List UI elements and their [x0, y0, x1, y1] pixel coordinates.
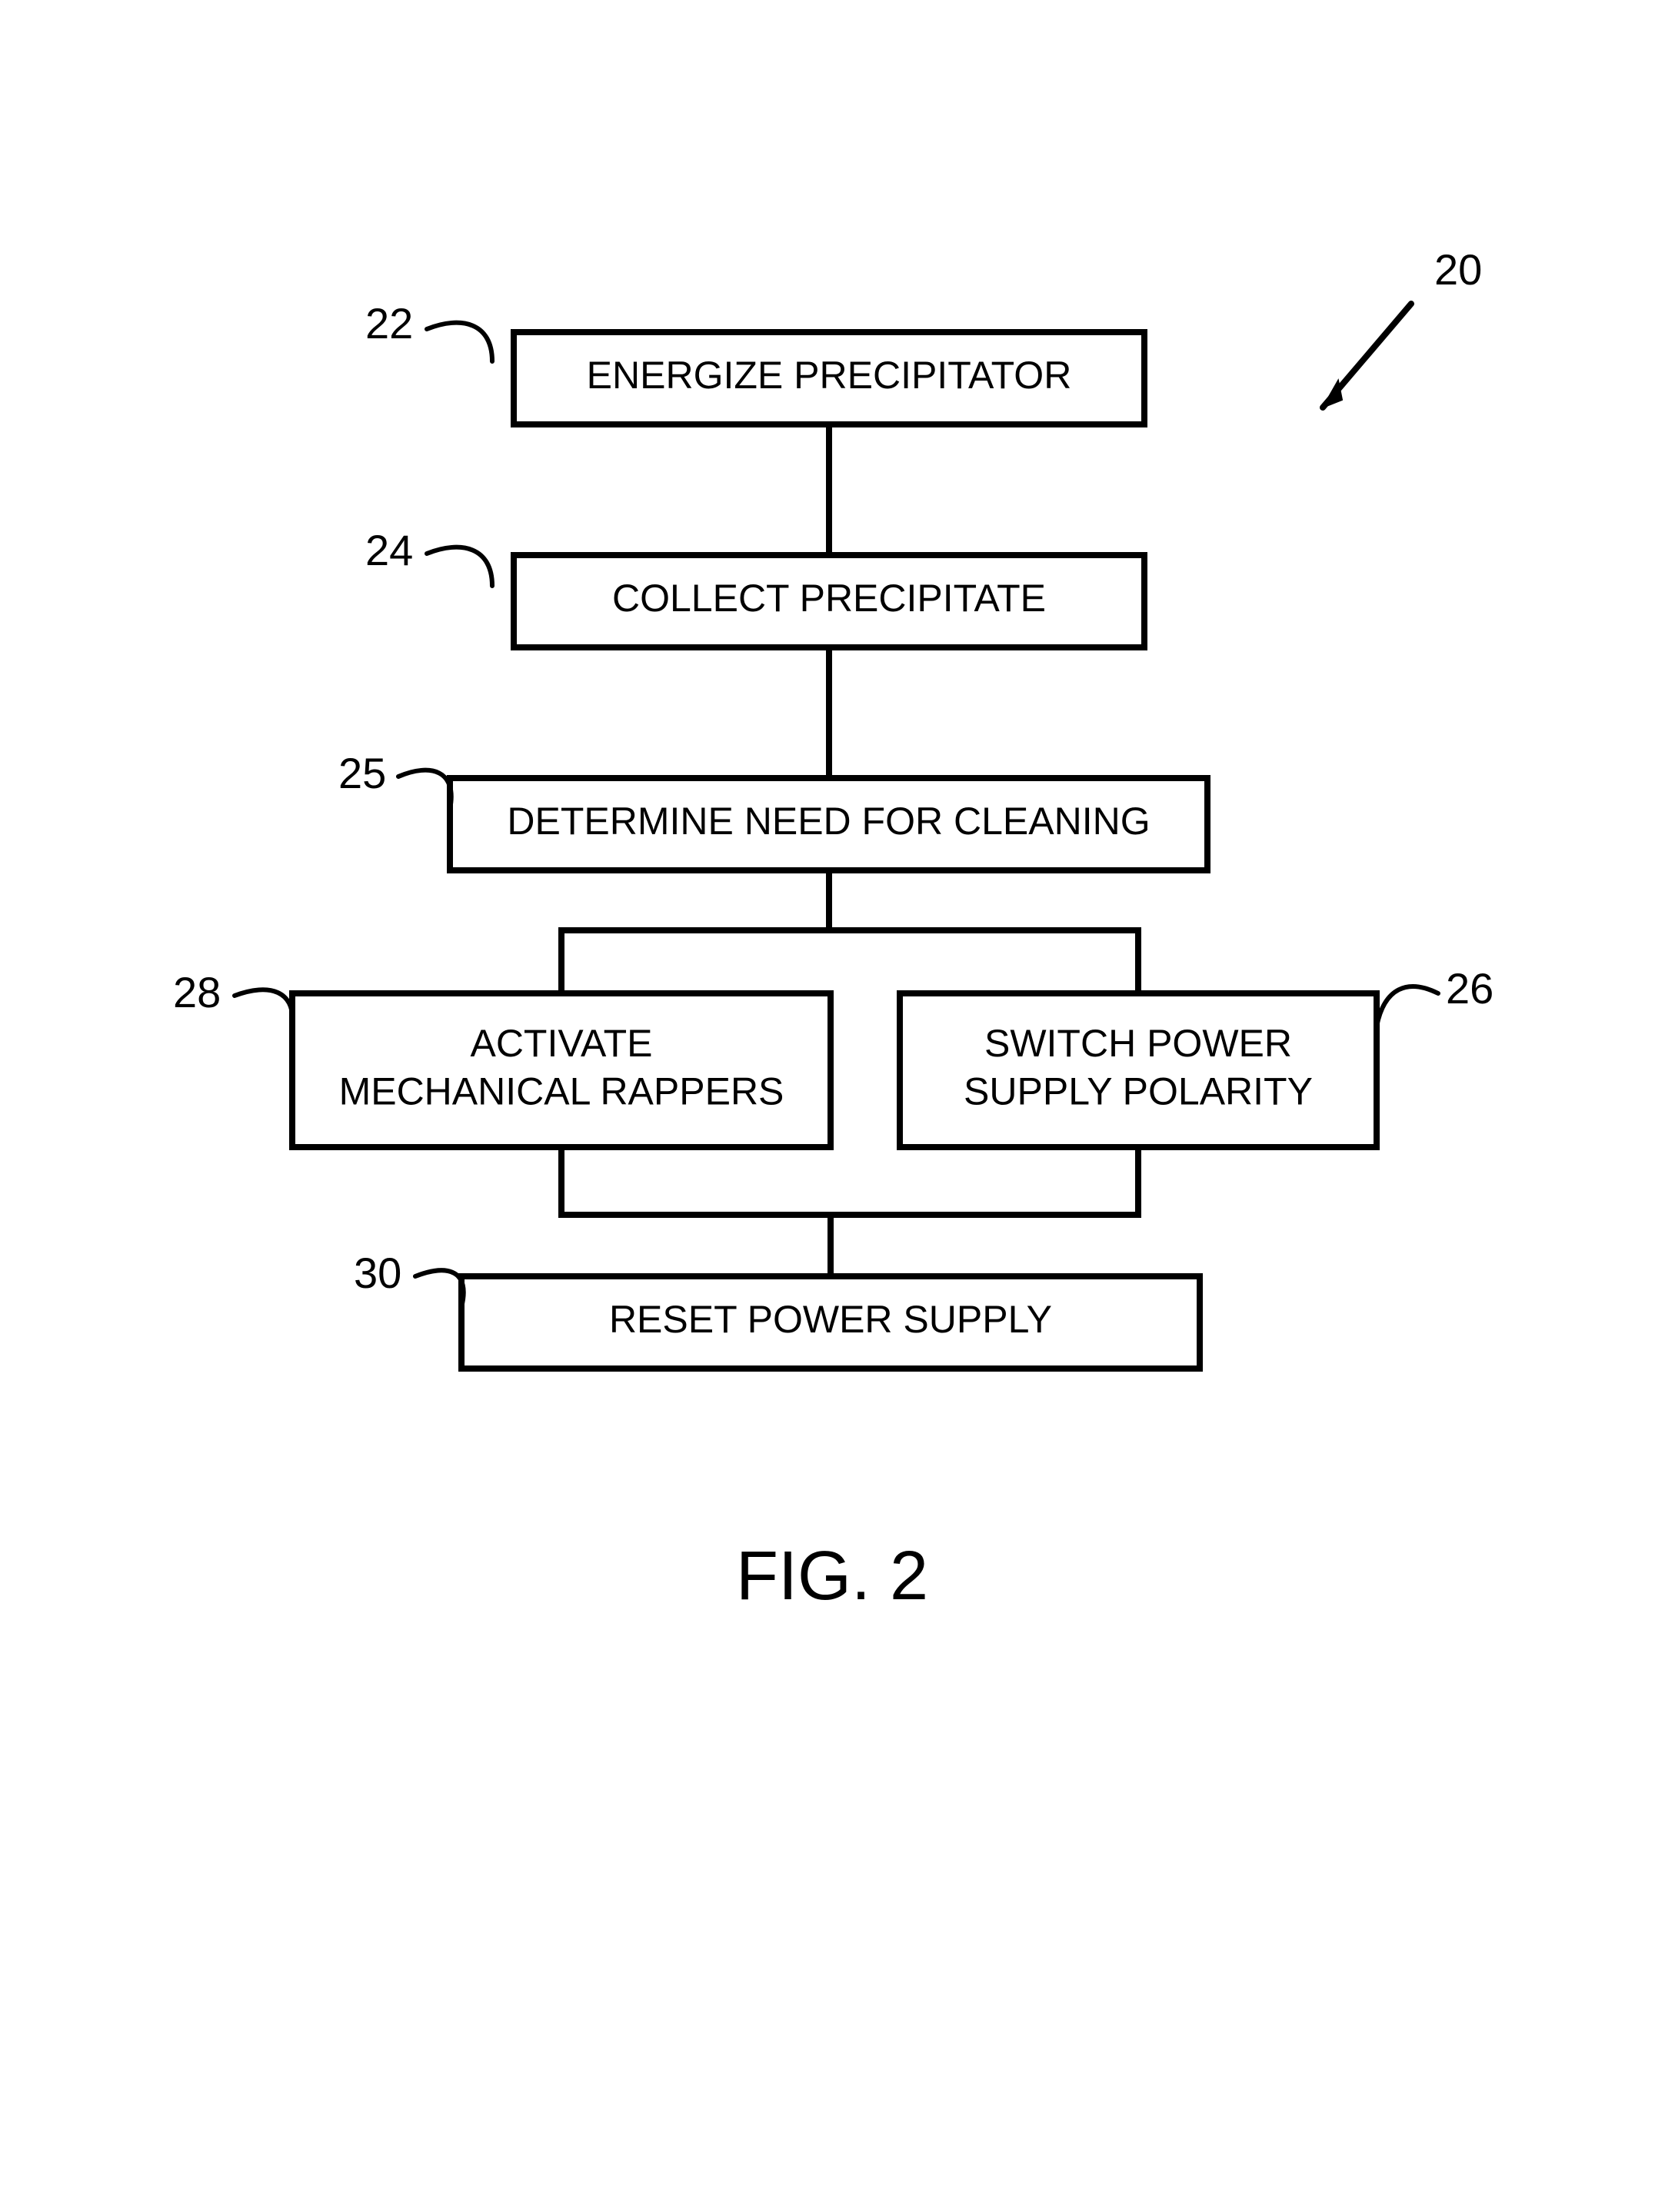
label-text-l26: 26 — [1446, 964, 1494, 1013]
label-l20: 20 — [1434, 245, 1482, 294]
box-text-b28-0: ACTIVATE — [470, 1022, 652, 1065]
label-l24: 24 — [365, 526, 492, 586]
connector-3 — [829, 930, 1138, 993]
label-l26: 26 — [1377, 964, 1494, 1026]
label-text-l22: 22 — [365, 299, 413, 348]
box-text-b24-0: COLLECT PRECIPITATE — [612, 577, 1046, 620]
box-text-b26-1: SUPPLY POLARITY — [964, 1069, 1313, 1113]
box-text-b26-0: SWITCH POWER — [984, 1022, 1292, 1065]
connector-2 — [561, 870, 829, 993]
box-b26: SWITCH POWERSUPPLY POLARITY — [900, 993, 1377, 1147]
box-text-b28-1: MECHANICAL RAPPERS — [339, 1069, 784, 1113]
label-text-l24: 24 — [365, 526, 413, 574]
arrow-20 — [1323, 304, 1411, 407]
figure-caption: FIG. 2 — [736, 1538, 928, 1615]
box-b22: ENERGIZE PRECIPITATOR — [514, 332, 1144, 424]
label-hook-l30 — [415, 1270, 464, 1307]
box-b30: RESET POWER SUPPLY — [461, 1276, 1200, 1369]
label-l22: 22 — [365, 299, 492, 361]
label-l30: 30 — [354, 1249, 464, 1307]
box-b25: DETERMINE NEED FOR CLEANING — [450, 778, 1207, 870]
box-text-b25-0: DETERMINE NEED FOR CLEANING — [507, 800, 1150, 843]
label-hook-l28 — [235, 990, 292, 1026]
box-text-b22-0: ENERGIZE PRECIPITATOR — [587, 354, 1072, 397]
label-l28: 28 — [173, 968, 292, 1026]
label-text-l25: 25 — [338, 749, 386, 797]
label-hook-l26 — [1377, 986, 1438, 1026]
label-text-l30: 30 — [354, 1249, 401, 1297]
label-hook-l22 — [427, 323, 492, 361]
arrow-20-head — [1323, 381, 1342, 407]
label-text-l20: 20 — [1434, 245, 1482, 294]
connector-4 — [561, 1147, 831, 1276]
label-text-l28: 28 — [173, 968, 221, 1016]
box-text-b30-0: RESET POWER SUPPLY — [609, 1298, 1052, 1341]
box-b24: COLLECT PRECIPITATE — [514, 555, 1144, 647]
connector-5 — [831, 1147, 1138, 1215]
box-b28: ACTIVATEMECHANICAL RAPPERS — [292, 993, 831, 1147]
label-l25: 25 — [338, 749, 451, 809]
label-hook-l24 — [427, 547, 492, 586]
label-hook-l25 — [398, 770, 451, 809]
